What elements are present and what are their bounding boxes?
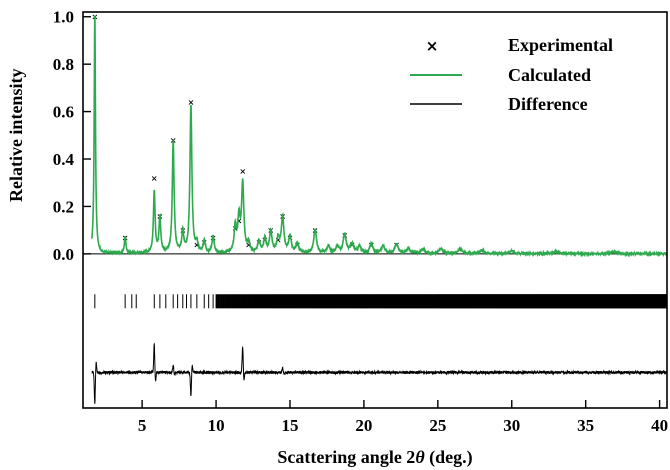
x-tick-label: 5 — [138, 416, 147, 435]
legend: × Experimental Calculated Difference — [410, 35, 613, 114]
experimental-point: × — [193, 240, 200, 249]
legend-difference-label: Difference — [508, 94, 588, 114]
y-tick-labels: 0.0 0.2 0.4 0.6 0.8 1.0 — [53, 8, 75, 264]
y-tick-label: 0.6 — [53, 103, 74, 122]
reflection-ticks — [94, 294, 668, 309]
y-axis-title: Relative intensity — [6, 69, 26, 202]
x-tick-label: 25 — [429, 416, 446, 435]
experimental-markers: ×××××××× ×××××× × ××××××××× × × — [91, 13, 399, 250]
x-tick-label: 40 — [651, 416, 668, 435]
experimental-point: × — [245, 240, 252, 249]
x-tick-label: 10 — [208, 416, 225, 435]
plot-frame — [82, 11, 668, 409]
experimental-point: × — [236, 217, 243, 226]
difference-series-line — [91, 342, 668, 404]
x-tick-label: 30 — [503, 416, 520, 435]
y-tick-label: 1.0 — [53, 8, 74, 27]
legend-calculated-label: Calculated — [508, 65, 591, 85]
experimental-point: × — [188, 98, 195, 107]
x-tick-labels: 5 10 15 20 25 30 35 40 — [138, 416, 668, 435]
experimental-point: × — [151, 174, 158, 183]
x-axis-title: Scattering angle 2θ (deg.) — [277, 447, 472, 468]
experimental-point: × — [239, 167, 246, 176]
legend-experimental-marker: × — [426, 37, 439, 55]
experimental-point: × — [275, 236, 282, 245]
x-tick-label: 20 — [355, 416, 372, 435]
legend-experimental-label: Experimental — [508, 35, 613, 55]
y-tick-label: 0.4 — [53, 150, 75, 169]
y-tick-label: 0.8 — [53, 55, 74, 74]
experimental-point: × — [262, 236, 269, 245]
axis-ticks — [83, 16, 661, 408]
y-tick-label: 0.2 — [53, 197, 74, 216]
x-tick-label: 35 — [577, 416, 594, 435]
y-tick-label: 0.0 — [53, 245, 74, 264]
calculated-series-line — [91, 15, 668, 258]
x-tick-label: 15 — [281, 416, 298, 435]
